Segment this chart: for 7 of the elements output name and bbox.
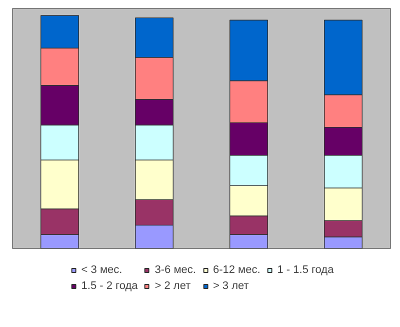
legend-label: 1.5 - 2 года bbox=[81, 280, 138, 292]
legend-label: 6-12 мес. bbox=[212, 264, 260, 276]
legend-label: 3-6 мес. bbox=[154, 264, 196, 276]
legend-label: 1 - 1.5 года bbox=[277, 264, 334, 276]
legend-label: > 2 лет bbox=[154, 280, 191, 292]
legend-label: < 3 мес. bbox=[81, 264, 122, 276]
legend-label: > 3 лет bbox=[212, 280, 249, 292]
